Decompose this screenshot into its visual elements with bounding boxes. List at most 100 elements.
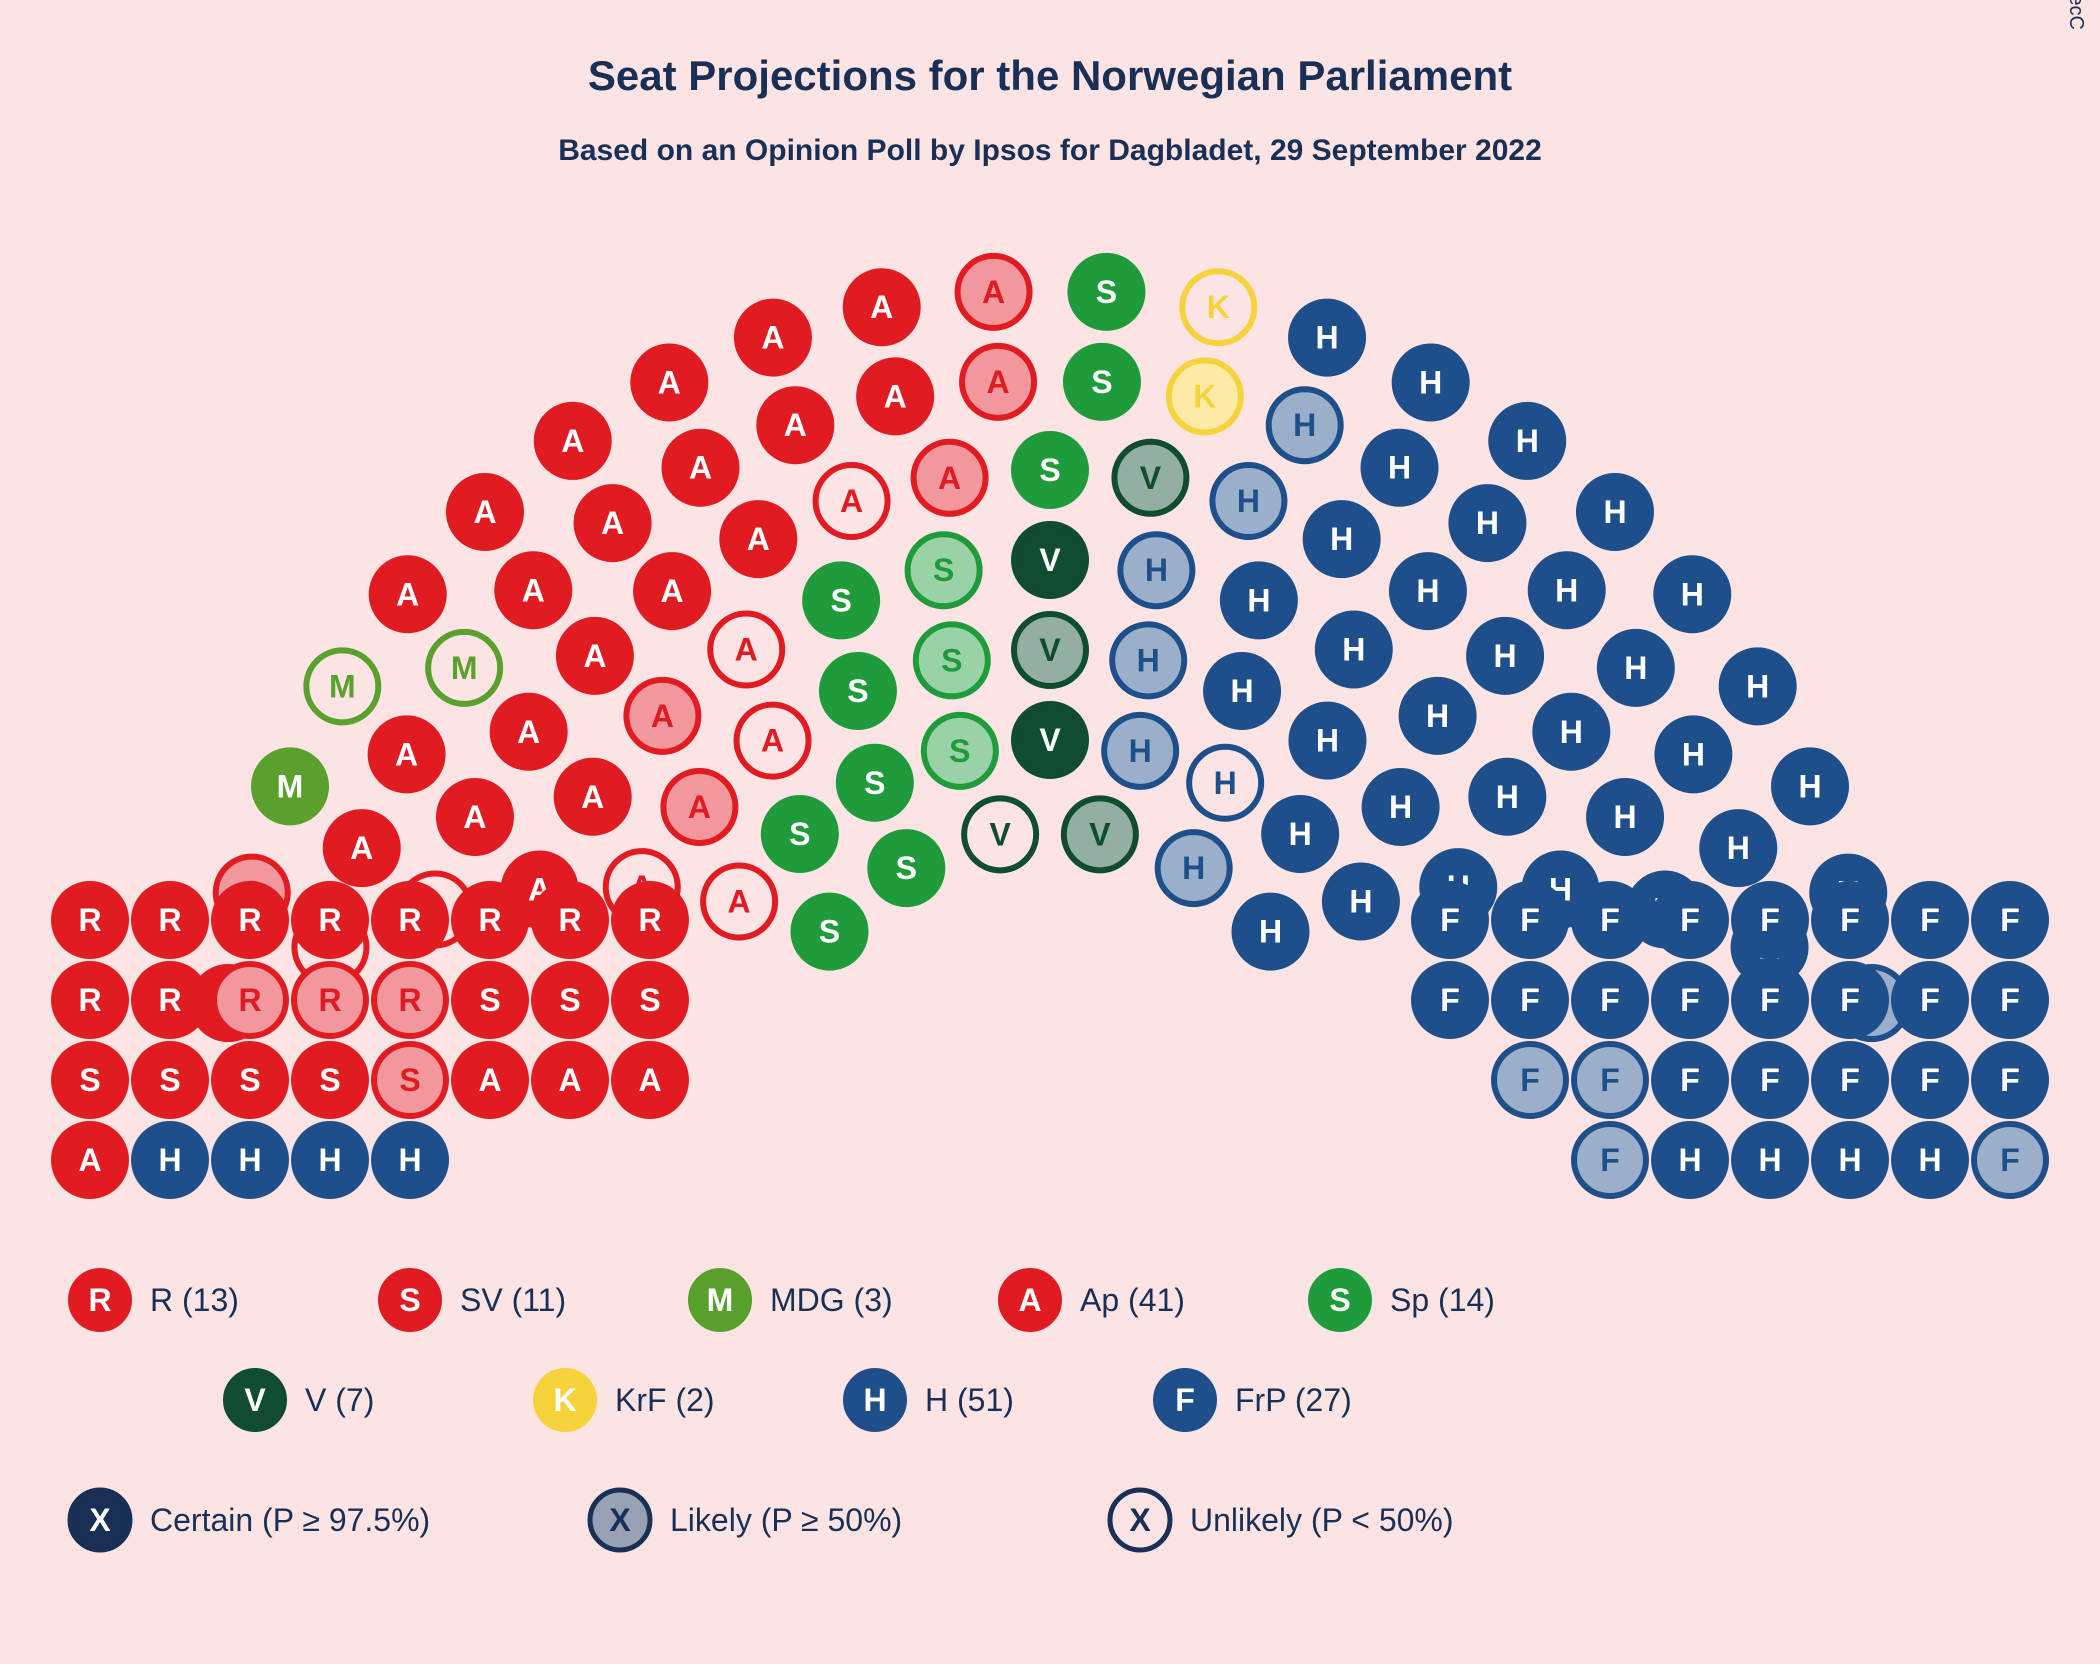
seat: F — [1574, 1044, 1646, 1116]
seat: S — [1066, 346, 1138, 418]
seat-letter: H — [1389, 789, 1412, 825]
seat: F — [1894, 964, 1966, 1036]
seat-letter: S — [864, 765, 885, 801]
seat-letter: F — [1680, 1062, 1700, 1098]
seat-letter: V — [1039, 632, 1061, 668]
seat: H — [1469, 620, 1541, 692]
seat-letter: F — [1520, 982, 1540, 1018]
seat-letter: K — [1193, 378, 1216, 414]
seat-letter: H — [1494, 638, 1517, 674]
chart-title: Seat Projections for the Norwegian Parli… — [588, 52, 1512, 99]
seat-letter: A — [689, 450, 712, 486]
legend-confidence-label: Likely (P ≥ 50%) — [670, 1502, 902, 1538]
seat-letter: H — [1746, 668, 1769, 704]
seat: S — [454, 964, 526, 1036]
seat-letter: F — [1760, 982, 1780, 1018]
seat: H — [1471, 761, 1543, 833]
seat: F — [1814, 964, 1886, 1036]
seat-letter: H — [1555, 572, 1578, 608]
seat-letter: S — [479, 982, 500, 1018]
seat: H — [1318, 614, 1390, 686]
seat-letter: S — [949, 733, 970, 769]
seat: S — [614, 964, 686, 1036]
seat-letter: R — [158, 902, 181, 938]
seat: H — [1722, 650, 1794, 722]
seat-letter: H — [1681, 576, 1704, 612]
seat-letter: H — [1231, 673, 1254, 709]
seat-letter: H — [1426, 698, 1449, 734]
seat-letter: H — [398, 1142, 421, 1178]
legend-party-label: SV (11) — [460, 1282, 566, 1318]
legend-party-label: FrP (27) — [1235, 1382, 1352, 1418]
seat-letter: H — [238, 1142, 261, 1178]
legend-swatch-letter: A — [1018, 1282, 1041, 1318]
seat-letter: F — [1440, 982, 1460, 1018]
seat: A — [537, 405, 609, 477]
seat-letter: F — [1760, 1062, 1780, 1098]
seat: A — [633, 346, 705, 418]
seat: S — [839, 747, 911, 819]
seat-letter: H — [1838, 1142, 1861, 1178]
seat: A — [534, 1044, 606, 1116]
seat: H — [374, 1124, 446, 1196]
seat: S — [1070, 256, 1142, 328]
seat-letter: A — [581, 779, 604, 815]
seat: H — [1589, 781, 1661, 853]
seat: F — [1494, 1044, 1566, 1116]
seat: A — [710, 614, 782, 686]
seat: F — [1894, 1044, 1966, 1116]
seat: F — [1814, 884, 1886, 956]
seat-letter: A — [870, 289, 893, 325]
seat-letter: A — [638, 1062, 661, 1098]
seat-letter: A — [661, 573, 684, 609]
seat-letter: H — [1758, 1142, 1781, 1178]
seat: S — [294, 1044, 366, 1116]
seat-letter: S — [639, 982, 660, 1018]
seat: H — [1656, 558, 1728, 630]
seat-letter: H — [158, 1142, 181, 1178]
seat-letter: M — [329, 668, 356, 704]
seat-letter: M — [451, 650, 478, 686]
seat: H — [1814, 1124, 1886, 1196]
seat: S — [793, 896, 865, 968]
seat: H — [1654, 1124, 1726, 1196]
seat-letter: H — [1349, 883, 1372, 919]
seat: A — [54, 1124, 126, 1196]
seat: F — [1574, 884, 1646, 956]
chart-subtitle: Based on an Opinion Poll by Ipsos for Da… — [558, 134, 1542, 167]
seat-letter: V — [1140, 460, 1162, 496]
seat-letter: A — [583, 638, 606, 674]
legend-party-label: H (51) — [925, 1382, 1014, 1418]
seat-letter: H — [318, 1142, 341, 1178]
seat: V — [1014, 524, 1086, 596]
seat: H — [1212, 465, 1284, 537]
seat: A — [326, 812, 398, 884]
seat-letter: A — [938, 460, 961, 496]
seat-letter: H — [1316, 723, 1339, 759]
seat-letter: A — [522, 572, 545, 608]
seat: A — [759, 389, 831, 461]
seat-letter: S — [819, 914, 840, 950]
seat-letter: H — [1624, 650, 1647, 686]
seat-letter: A — [395, 736, 418, 772]
seat: S — [916, 624, 988, 696]
seat-letter: H — [1560, 714, 1583, 750]
seat-letter: S — [789, 816, 810, 852]
seat: F — [1414, 884, 1486, 956]
seat: F — [1734, 964, 1806, 1036]
seat: A — [372, 558, 444, 630]
seat: A — [493, 696, 565, 768]
seat-letter: H — [1496, 779, 1519, 815]
seat: A — [557, 761, 629, 833]
seat: H — [1734, 1124, 1806, 1196]
seat-letter: S — [79, 1062, 100, 1098]
seat-letter: F — [1680, 902, 1700, 938]
seat: H — [1402, 680, 1474, 752]
seat: F — [1574, 1124, 1646, 1196]
seat-letter: V — [1089, 816, 1111, 852]
seat: R — [134, 964, 206, 1036]
seat: S — [54, 1044, 126, 1116]
seat-letter: H — [1293, 407, 1316, 443]
seat: S — [214, 1044, 286, 1116]
seat-letter: H — [1613, 799, 1636, 835]
